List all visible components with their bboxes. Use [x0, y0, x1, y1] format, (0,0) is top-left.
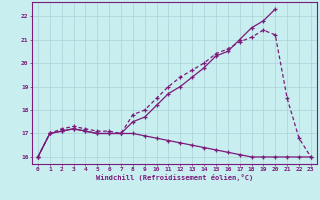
X-axis label: Windchill (Refroidissement éolien,°C): Windchill (Refroidissement éolien,°C) [96, 174, 253, 181]
